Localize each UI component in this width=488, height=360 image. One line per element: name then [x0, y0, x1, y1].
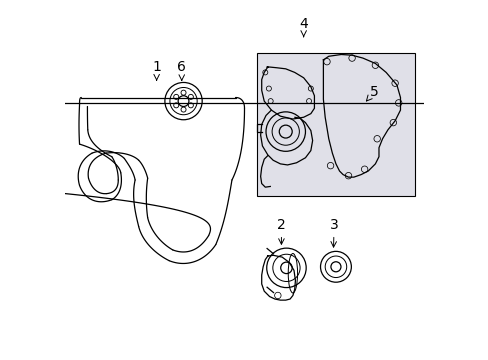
Text: 6: 6	[177, 60, 186, 80]
Text: 2: 2	[277, 218, 285, 244]
Text: 5: 5	[366, 85, 378, 101]
Text: 1: 1	[152, 60, 161, 80]
Bar	[257, 53, 414, 196]
Text: 3: 3	[329, 218, 338, 247]
Text: 4: 4	[299, 17, 307, 37]
